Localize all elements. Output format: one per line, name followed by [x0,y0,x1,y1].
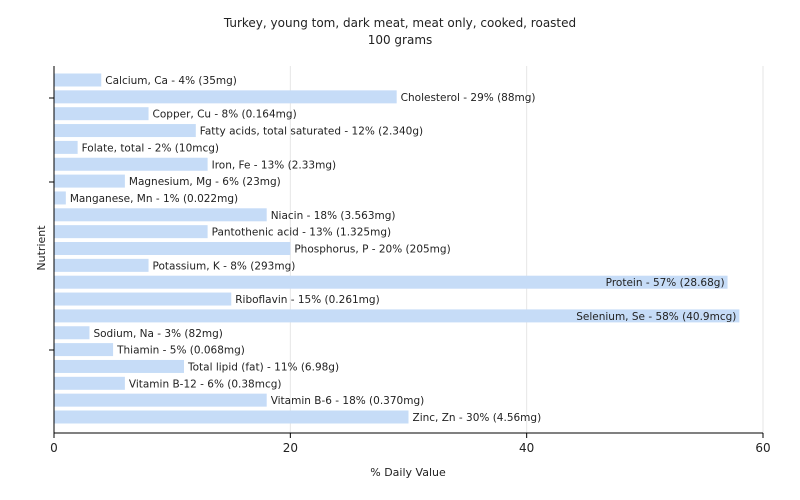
bar [54,343,114,357]
bar [54,124,196,138]
bar-label: Manganese, Mn - 1% (0.022mg) [70,193,238,205]
bar-label: Protein - 57% (28.68g) [606,277,725,289]
bar-label: Riboflavin - 15% (0.261mg) [235,294,379,306]
bar-label: Magnesium, Mg - 6% (23mg) [129,176,281,188]
bar-label: Selenium, Se - 58% (40.9mcg) [576,311,736,323]
bar-label: Pantothenic acid - 13% (1.325mg) [212,227,391,239]
bar-label: Thiamin - 5% (0.068mg) [116,345,245,357]
bar [54,242,291,255]
bar [54,393,267,407]
bar-label: Iron, Fe - 13% (2.33mg) [212,159,336,171]
bar-label: Niacin - 18% (3.563mg) [271,210,396,222]
bar [54,191,66,205]
x-axis-label: % Daily Value [370,466,446,479]
bar-label: Cholesterol - 29% (88mg) [401,92,536,104]
bar [54,208,267,222]
bar-label: Phosphorus, P - 20% (205mg) [294,244,450,256]
x-tick-label: 0 [50,441,58,455]
bar [54,258,149,272]
bar [54,292,232,306]
axes-group: 0 20 40 60 [49,66,771,455]
bar [54,326,90,340]
x-tick-label: 40 [519,441,534,455]
bar [54,157,208,171]
bar-label: Fatty acids, total saturated - 12% (2.34… [200,126,423,138]
bar [54,309,740,323]
bar [54,90,397,104]
chart-subtitle: 100 grams [368,33,433,47]
bars-group: Calcium, Ca - 4% (35mg) Cholesterol - 29%… [54,73,740,424]
bar-label: Total lipid (fat) - 11% (6.98g) [187,361,339,373]
x-tick-label: 20 [283,441,298,455]
bar-label: Potassium, K - 8% (293mg) [153,260,296,272]
bar [54,140,78,154]
chart-title: Turkey, young tom, dark meat, meat only,… [223,16,576,30]
y-axis-label: Nutrient [35,225,48,271]
bar-label: Vitamin B-6 - 18% (0.370mg) [271,395,425,407]
bar [54,225,208,239]
bar [54,174,125,188]
bar-label: Vitamin B-12 - 6% (0.38mcg) [129,378,282,390]
bar [54,359,184,373]
bar [54,410,409,424]
bar-label: Zinc, Zn - 30% (4.56mg) [413,412,542,424]
bar-label: Folate, total - 2% (10mcg) [82,142,219,154]
grid-lines [289,66,764,433]
bar-label: Calcium, Ca - 4% (35mg) [105,75,237,87]
bar [54,107,149,121]
bar-label: Sodium, Na - 3% (82mg) [93,328,222,340]
bar [54,275,728,289]
x-tick-label: 60 [755,441,770,455]
bar [54,73,102,87]
bar-label: Copper, Cu - 8% (0.164mg) [153,109,297,121]
bar [54,376,125,390]
